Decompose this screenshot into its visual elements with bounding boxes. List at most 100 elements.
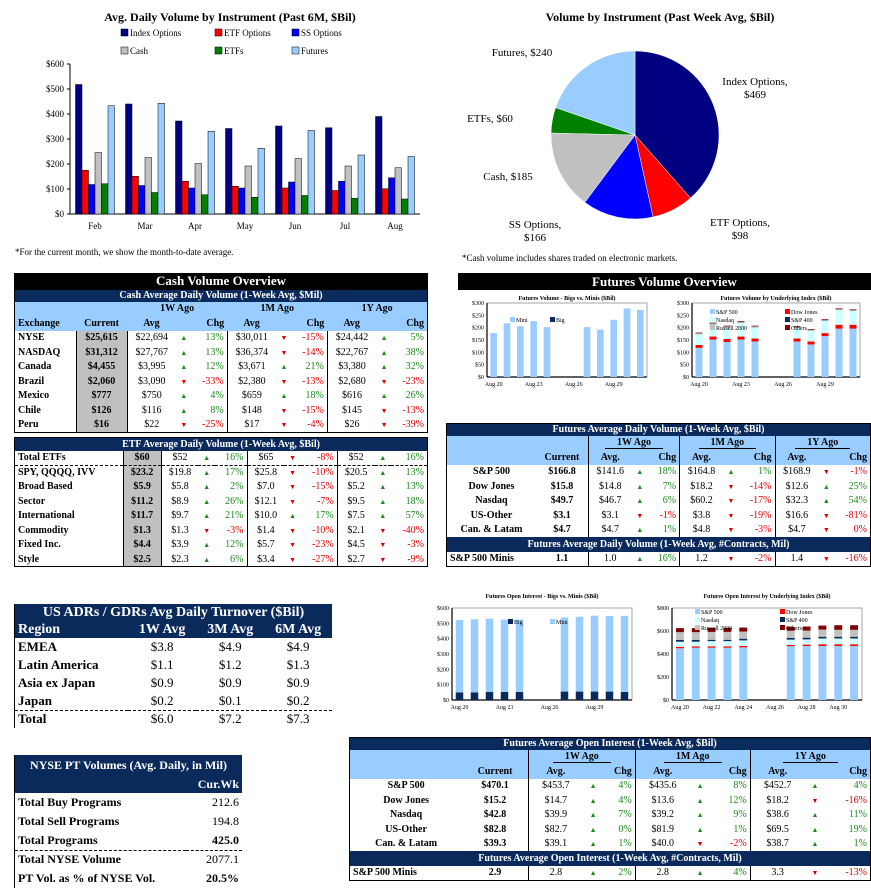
turnover-value: $4.9: [218, 639, 242, 654]
cash-volume-section: Cash Volume Overview Cash Average Daily …: [14, 273, 428, 433]
change-value: -7%: [317, 495, 334, 507]
bar-mini: [517, 326, 524, 377]
y-tick-label: $0: [443, 697, 449, 704]
down-arrow-cell: ▼: [284, 494, 301, 509]
turnover-value: $1.2: [218, 657, 242, 672]
bar-dow-jones: [849, 324, 857, 329]
col-exchange: Exchange: [18, 317, 60, 329]
bar-nasdaq: [834, 638, 843, 645]
y-tick-label: $100: [677, 349, 689, 356]
bar-mini: [543, 327, 551, 377]
bar-chart-title: Avg. Daily Volume by Instrument (Past 6M…: [104, 10, 356, 24]
up-arrow-cell: ▲: [583, 866, 604, 881]
row-label: Commodity: [18, 524, 69, 536]
bar-russell-2000: [834, 629, 843, 637]
bar-dow-jones: [737, 336, 745, 340]
up-arrow-icon: ▲: [203, 483, 211, 492]
avg-value: $7.5: [336, 508, 375, 523]
bar-big: [575, 691, 584, 700]
table-row: Nasdaq $49.7 $46.7 ▲ 6% $60.2 ▼ -17% $32.3 ▲ 54%: [447, 493, 871, 508]
change-value: 25%: [848, 480, 867, 492]
group-header-row: 1W Ago 1M Ago 1Y Ago: [446, 435, 871, 451]
blank: [447, 436, 589, 451]
bar-mini: [637, 309, 644, 377]
change-value: 0%: [618, 823, 632, 835]
total-label: Total: [14, 709, 128, 728]
x-tick-label: Aug 29: [605, 382, 623, 388]
etf-table: ETF Average Daily Volume (1-Week Avg, $B…: [14, 437, 428, 567]
bar-mini: [503, 323, 511, 377]
futures-oi-by-index-chart: Futures Open Interest by Underlying Inde…: [657, 593, 863, 711]
bar-others: [793, 326, 801, 327]
bar-mini: [575, 616, 584, 692]
table-row: PT Vol. as % of NYSE Vol. 20.5%: [15, 869, 243, 888]
group-header-row: 1W Ago 1M Ago 1Y Ago: [349, 749, 871, 764]
bar-dow-jones: [835, 324, 843, 329]
change-value: 2%: [230, 481, 244, 493]
row-label: S&P 500: [387, 780, 425, 792]
change-value: -15%: [312, 481, 334, 493]
up-arrow-cell: ▲: [176, 389, 192, 404]
bar-s-p-500: [695, 347, 703, 377]
turnover-value: $0.9: [218, 675, 242, 690]
change-value: 11%: [849, 809, 867, 821]
nyse-pt-table: NYSE PT Volumes (Avg. Daily, in Mil) Cur…: [14, 755, 242, 888]
down-arrow-icon: ▼: [822, 511, 830, 520]
up-arrow-cell: ▲: [198, 538, 215, 553]
turnover-value: $1.3: [286, 657, 310, 672]
bar-big: [605, 691, 614, 700]
bar-russell-2000: [802, 630, 811, 638]
x-tick-label: Aug: [387, 221, 403, 231]
bar-others: [849, 309, 857, 311]
avg-value: $3,671: [226, 359, 276, 374]
change-value: -15%: [302, 332, 324, 344]
change-value: -1%: [850, 466, 867, 478]
down-arrow-cell: ▼: [375, 523, 392, 538]
up-arrow-cell: ▲: [818, 479, 834, 494]
pt-label: Total NYSE Volume: [14, 849, 186, 869]
group-label: 1M Ago: [634, 749, 751, 764]
bar-s-p-400: [818, 636, 827, 639]
down-arrow-icon: ▼: [727, 511, 735, 520]
up-arrow-cell: ▲: [583, 822, 604, 837]
avg-value: $40.0: [634, 836, 690, 851]
bar-index-options: [275, 125, 283, 215]
up-arrow-cell: ▲: [375, 494, 392, 509]
col-chg: Chg: [849, 451, 867, 463]
avg-value: $18.2: [749, 793, 805, 808]
x-tick-label: Aug 26: [541, 705, 559, 711]
avg-value: $17: [226, 417, 276, 432]
avg-value: $25.8: [246, 464, 285, 480]
down-arrow-cell: ▼: [690, 837, 711, 852]
legend-swatch: [785, 309, 790, 314]
table-row: International $11.7 $9.7 ▲ 21% $10.0 ▲ 17% $7.5 ▲…: [15, 508, 428, 523]
total-value: $7.2: [196, 709, 265, 728]
avg-value: $24,442: [326, 330, 377, 345]
change-value: 9%: [733, 809, 747, 821]
bar-nasdaq: [850, 638, 859, 645]
down-arrow-cell: ▼: [376, 403, 392, 418]
down-arrow-icon: ▼: [280, 334, 288, 343]
row-label: Total ETFs: [18, 452, 66, 463]
up-arrow-icon: ▲: [280, 392, 288, 401]
legend-label: Big: [556, 318, 565, 324]
down-arrow-icon: ▼: [289, 526, 297, 535]
bar-big: [470, 692, 479, 700]
avg-value: $60.2: [679, 493, 723, 508]
bar-s-p-400: [723, 639, 732, 642]
legend-label: Cash: [130, 46, 149, 56]
adr-col-3m: 3M Avg: [207, 622, 254, 637]
adr-section: US ADRs / GDRs Avg Daily Turnover ($Bil)…: [14, 604, 332, 728]
avg-value: $32.3: [774, 493, 819, 508]
bar-russell-2000: [739, 631, 748, 639]
bar-s-p-500: [807, 344, 815, 377]
bar-s-p-400: [675, 639, 684, 642]
avg-value: $5.2: [336, 479, 375, 494]
pie-label: SS Options,: [509, 219, 562, 231]
down-arrow-icon: ▼: [727, 497, 735, 506]
change-value: 26%: [405, 390, 424, 402]
bar-index-options: [175, 120, 183, 215]
up-arrow-cell: ▲: [632, 552, 648, 567]
bar-nasdaq: [807, 330, 815, 342]
change-value: 4%: [618, 794, 632, 806]
